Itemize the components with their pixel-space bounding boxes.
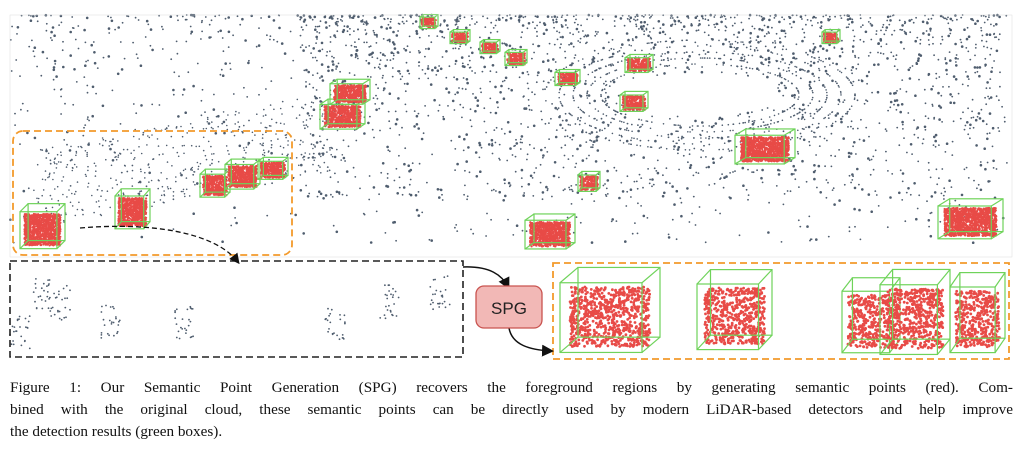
semantic-points xyxy=(227,164,258,189)
detected-car xyxy=(577,170,601,192)
detection-box-back xyxy=(581,170,601,189)
semantic-points xyxy=(23,212,62,247)
detected-car xyxy=(937,198,1004,240)
detected-car xyxy=(619,90,649,112)
input-crop-box xyxy=(9,260,464,358)
detection-box-back xyxy=(120,188,151,223)
detection-box-front xyxy=(949,286,996,354)
detection-box-back xyxy=(558,68,581,84)
detection-box-front xyxy=(559,282,643,354)
detected-car xyxy=(257,156,289,180)
semantic-points xyxy=(703,286,766,346)
zoom-arrow xyxy=(79,225,240,265)
detected-car xyxy=(734,128,796,165)
detection-box-front xyxy=(524,219,567,250)
input-arrow xyxy=(462,266,510,290)
semantic-car-crop xyxy=(879,268,951,356)
spg-module-box xyxy=(475,285,543,329)
detected-car xyxy=(554,68,581,87)
semantic-points xyxy=(333,83,367,104)
semantic-points xyxy=(323,104,362,129)
sparse-points xyxy=(9,275,451,350)
detection-box-front xyxy=(257,160,284,180)
semantic-points xyxy=(739,135,791,163)
detected-car xyxy=(224,158,261,190)
detection-box-back xyxy=(624,90,649,109)
caption-line-2: bined with the original cloud, these sem… xyxy=(10,401,1013,418)
scene-border xyxy=(9,14,1013,258)
semantic-points-crop xyxy=(559,266,1006,356)
detection-box-front xyxy=(696,283,760,351)
caption-line-3: the detection results (green boxes). xyxy=(10,423,223,440)
lidar-scene xyxy=(9,13,1008,250)
detection-box-front xyxy=(619,94,644,112)
detected-car xyxy=(319,98,366,130)
figure-image: SPG xyxy=(9,13,1013,360)
detection-box-front xyxy=(504,51,524,67)
semantic-points xyxy=(954,289,1001,349)
sparse-input-crop xyxy=(9,275,451,350)
figure-caption: Figure 1: Our Semantic Point Generation … xyxy=(10,377,1013,443)
detection-box-back xyxy=(483,38,501,52)
detection-box-back xyxy=(745,128,796,159)
detection-box-front xyxy=(734,134,785,165)
detection-box-back xyxy=(577,266,661,338)
detection-box-front xyxy=(554,71,577,87)
detection-box-back xyxy=(824,28,841,42)
semantic-points xyxy=(943,206,998,238)
detection-box-front xyxy=(224,163,255,190)
detection-box-front xyxy=(879,284,939,356)
detection-box-front xyxy=(624,57,649,74)
semantic-car-crop xyxy=(559,266,661,354)
detection-box-front xyxy=(329,83,364,105)
detected-car xyxy=(449,28,471,45)
detection-box-front xyxy=(479,41,497,55)
detection-box-back xyxy=(949,198,1004,233)
detected-car xyxy=(624,53,654,74)
semantic-points xyxy=(528,220,572,248)
semantic-points xyxy=(885,287,945,350)
detection-box-front xyxy=(114,195,145,230)
spg-module-label: SPG xyxy=(491,299,527,318)
semantic-car-crop xyxy=(696,269,773,351)
detection-box-back xyxy=(336,78,371,101)
detection-box-back xyxy=(453,28,471,42)
caption-line-1: Figure 1: Our Semantic Point Generation … xyxy=(10,379,1013,396)
detected-car xyxy=(19,203,66,250)
detection-box-back xyxy=(262,156,289,176)
detection-box-front xyxy=(937,205,992,240)
detection-box-back xyxy=(422,13,439,27)
output-crop-box xyxy=(552,262,1010,360)
output-arrow xyxy=(508,327,554,357)
detected-car xyxy=(114,188,151,230)
semantic-car-crop xyxy=(841,277,901,354)
highlight-region-box xyxy=(12,130,293,256)
detection-box-back xyxy=(629,53,654,70)
detected-car xyxy=(524,213,576,250)
semantic-points xyxy=(568,285,652,348)
detection-box-front xyxy=(821,31,838,45)
detected-car xyxy=(329,78,371,105)
detection-box-front xyxy=(419,16,436,30)
detection-box-back xyxy=(27,203,66,242)
detected-car xyxy=(504,48,528,67)
detected-car xyxy=(479,38,501,55)
detection-box-front xyxy=(449,31,467,45)
detection-box-back xyxy=(709,269,773,336)
detection-box-front xyxy=(19,211,58,250)
detection-box-back xyxy=(533,213,576,244)
background-points xyxy=(9,13,1008,244)
detected-car xyxy=(821,28,841,45)
detection-box-front xyxy=(577,174,597,192)
semantic-points xyxy=(117,197,148,228)
detection-box-back xyxy=(230,158,261,185)
detection-box-back xyxy=(508,48,528,64)
detection-box-back xyxy=(959,272,1006,339)
detected-car xyxy=(419,13,439,30)
semantic-car-crop xyxy=(949,272,1006,354)
